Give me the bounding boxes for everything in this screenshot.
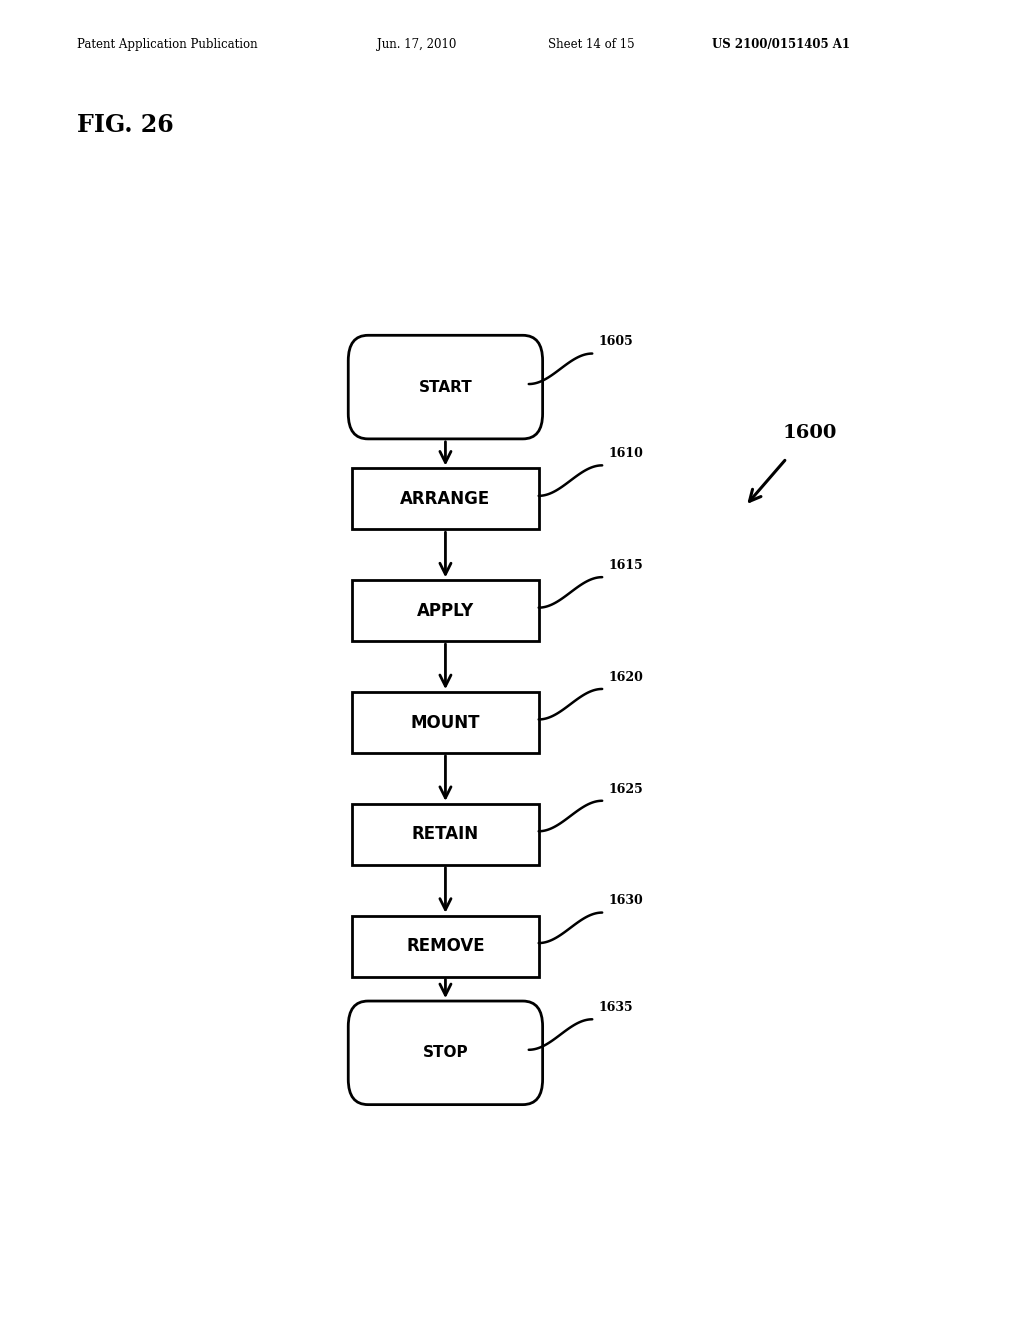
FancyBboxPatch shape: [348, 1001, 543, 1105]
Text: 1630: 1630: [608, 895, 643, 907]
Text: US 2100/0151405 A1: US 2100/0151405 A1: [712, 37, 850, 50]
Bar: [352, 469, 539, 529]
Text: 1625: 1625: [608, 783, 643, 796]
Text: Patent Application Publication: Patent Application Publication: [77, 37, 257, 50]
Text: 1635: 1635: [599, 1001, 633, 1014]
Text: 1620: 1620: [608, 671, 643, 684]
Text: Sheet 14 of 15: Sheet 14 of 15: [548, 37, 635, 50]
Text: REMOVE: REMOVE: [407, 937, 484, 956]
Text: 1600: 1600: [782, 424, 837, 442]
Text: APPLY: APPLY: [417, 602, 474, 619]
Text: FIG. 26: FIG. 26: [77, 114, 173, 137]
Text: START: START: [419, 380, 472, 395]
Bar: [352, 692, 539, 752]
Text: RETAIN: RETAIN: [412, 825, 479, 843]
Text: 1615: 1615: [608, 560, 643, 572]
Bar: [352, 581, 539, 642]
Text: STOP: STOP: [423, 1045, 468, 1060]
Bar: [352, 916, 539, 977]
Text: MOUNT: MOUNT: [411, 714, 480, 731]
Bar: [352, 804, 539, 865]
Text: 1605: 1605: [599, 335, 634, 348]
Text: ARRANGE: ARRANGE: [400, 490, 490, 508]
Text: 1610: 1610: [608, 447, 643, 461]
Text: Jun. 17, 2010: Jun. 17, 2010: [377, 37, 457, 50]
FancyBboxPatch shape: [348, 335, 543, 438]
